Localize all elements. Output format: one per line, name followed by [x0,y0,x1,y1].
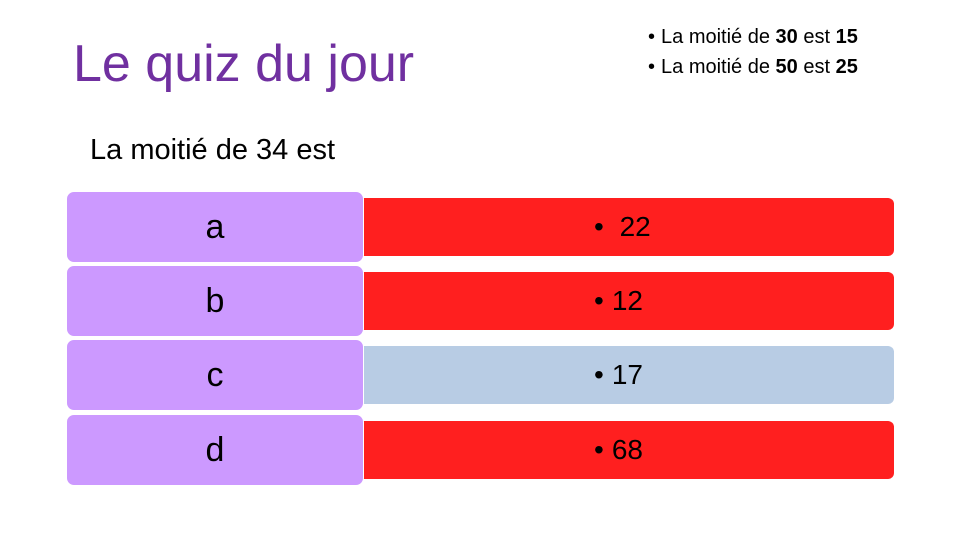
hint-number: 30 [775,26,798,48]
bullet-icon: • [594,359,604,390]
answer-value: 68 [611,434,643,465]
bullet-icon: • [648,26,656,48]
answer-text: • 68 [594,434,643,466]
option-letter[interactable]: a [66,191,364,263]
bullet-icon: • [594,285,604,316]
answer-box[interactable]: • 12 [356,272,894,330]
option-row-a[interactable]: • 22 a [66,191,894,263]
answer-box[interactable]: • 68 [356,421,894,479]
answer-text: • 12 [594,285,643,317]
hint-text: La moitié de [661,26,776,48]
hint-number: 15 [835,26,858,48]
answer-text: • 17 [594,359,643,391]
option-row-b[interactable]: • 12 b [66,265,894,337]
answer-value: 17 [611,359,643,390]
page-title: Le quiz du jour [73,35,415,93]
answer-box[interactable]: • 22 [356,198,894,256]
question-text: La moitié de 34 est [90,134,336,166]
option-letter[interactable]: b [66,265,364,337]
option-row-d[interactable]: • 68 d [66,414,894,486]
option-row-c[interactable]: • 17 c [66,339,894,411]
answer-value: 12 [611,285,643,316]
answer-box[interactable]: • 17 [356,346,894,404]
hint-text: est [797,26,836,48]
hint-text: La moitié de [661,56,776,78]
hint-item: • La moitié de 50 est 25 [648,52,858,82]
bullet-icon: • [648,56,656,78]
bullet-icon: • [594,211,604,242]
answer-text: • 22 [594,211,651,243]
hint-text: est [797,56,836,78]
option-letter[interactable]: d [66,414,364,486]
hints-list: • La moitié de 30 est 15 • La moitié de 50… [648,22,858,82]
bullet-icon: • [594,434,604,465]
hint-number: 50 [775,56,798,78]
hint-item: • La moitié de 30 est 15 [648,22,858,52]
answer-value: 22 [611,211,651,242]
option-letter[interactable]: c [66,339,364,411]
hint-number: 25 [835,56,858,78]
